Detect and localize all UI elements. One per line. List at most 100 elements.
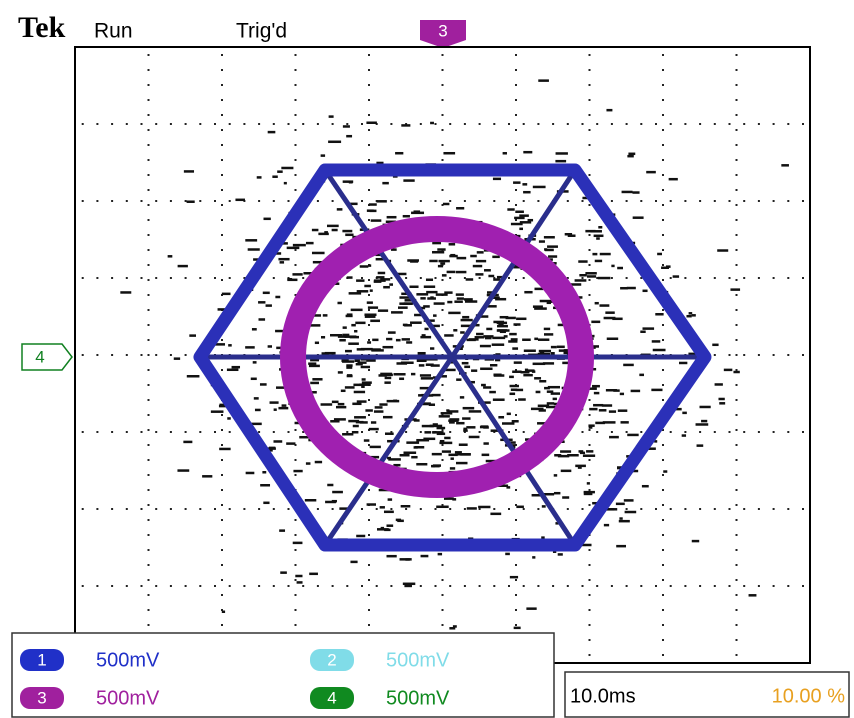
noise-dot [595, 260, 602, 263]
noise-dot [342, 230, 352, 233]
noise-dot [700, 406, 711, 409]
noise-dot [252, 328, 257, 331]
noise-dot [505, 553, 510, 556]
noise-dot [542, 505, 546, 508]
noise-dot [730, 288, 740, 291]
noise-dot [263, 292, 270, 295]
noise-dot [443, 203, 449, 206]
noise-dot [469, 436, 480, 439]
noise-dot [457, 257, 467, 260]
noise-dot [336, 406, 346, 409]
noise-dot [338, 335, 347, 338]
noise-dot [378, 374, 386, 377]
noise-dot [432, 453, 442, 456]
noise-dot [403, 179, 414, 182]
noise-dot [219, 448, 230, 451]
noise-dot [781, 164, 789, 167]
noise-dot [715, 383, 723, 386]
noise-dot [394, 373, 406, 376]
noise-dot [488, 275, 494, 278]
noise-dot [619, 517, 622, 520]
noise-dot [337, 302, 341, 305]
channel-scale: 500mV [386, 649, 450, 671]
noise-dot [513, 181, 520, 184]
noise-dot [388, 331, 396, 334]
noise-dot [462, 316, 469, 319]
noise-dot [403, 215, 410, 218]
noise-dot [712, 344, 718, 347]
noise-dot [599, 409, 607, 412]
noise-dot [380, 506, 385, 509]
channel-number: 2 [327, 650, 336, 669]
noise-dot [383, 286, 390, 289]
noise-dot [339, 339, 345, 342]
brand: Tek [18, 11, 66, 44]
noise-dot [514, 217, 525, 220]
noise-dot [448, 312, 460, 315]
noise-dot [312, 378, 322, 381]
noise-dot [222, 611, 225, 614]
noise-dot [378, 272, 385, 275]
noise-dot [595, 302, 599, 305]
noise-dot [467, 507, 477, 510]
noise-dot [578, 466, 582, 469]
noise-dot [375, 406, 383, 409]
noise-dot [389, 283, 393, 286]
noise-dot [622, 191, 633, 194]
noise-dot [371, 219, 382, 222]
noise-dot [346, 135, 352, 138]
noise-dot [202, 475, 212, 478]
noise-dot [449, 243, 456, 246]
noise-dot [369, 428, 379, 431]
noise-dot [371, 421, 376, 424]
noise-dot [353, 384, 362, 387]
noise-dot [592, 385, 600, 388]
noise-dot [184, 170, 194, 173]
noise-dot [558, 553, 563, 556]
noise-dot [539, 380, 546, 383]
noise-dot [417, 360, 427, 363]
noise-dot [385, 377, 392, 380]
noise-dot [469, 338, 479, 341]
noise-dot [433, 314, 437, 317]
noise-dot [507, 413, 511, 416]
noise-dot [538, 79, 549, 82]
noise-dot [621, 421, 629, 424]
noise-dot [547, 402, 555, 405]
noise-dot [553, 398, 557, 401]
noise-dot [324, 231, 328, 234]
noise-dot [367, 209, 374, 212]
noise-dot [424, 285, 435, 288]
noise-dot [624, 499, 634, 502]
noise-dot [337, 208, 343, 211]
noise-dot [442, 274, 447, 277]
noise-dot [361, 385, 365, 388]
noise-dot [449, 418, 459, 421]
noise-dot [349, 181, 353, 184]
noise-dot [639, 374, 644, 377]
noise-dot [364, 439, 370, 442]
noise-dot [235, 199, 245, 202]
noise-dot [383, 416, 393, 419]
noise-dot [719, 402, 725, 405]
noise-dot [248, 248, 260, 251]
noise-dot [616, 503, 625, 506]
noise-dot [399, 302, 407, 305]
noise-dot [478, 506, 490, 509]
noise-dot [502, 422, 514, 425]
noise-dot [666, 265, 671, 268]
noise-dot [260, 484, 270, 487]
noise-dot [465, 300, 477, 303]
noise-dot [604, 524, 609, 527]
noise-dot [598, 277, 611, 280]
noise-dot [456, 422, 464, 425]
noise-dot [187, 375, 200, 378]
noise-dot [485, 337, 492, 340]
trigger-status: Trig'd [236, 20, 287, 43]
noise-dot [262, 471, 266, 474]
noise-dot [534, 377, 541, 380]
noise-dot [295, 575, 302, 578]
noise-dot [544, 328, 550, 331]
noise-dot [596, 237, 600, 240]
noise-dot [514, 627, 521, 630]
